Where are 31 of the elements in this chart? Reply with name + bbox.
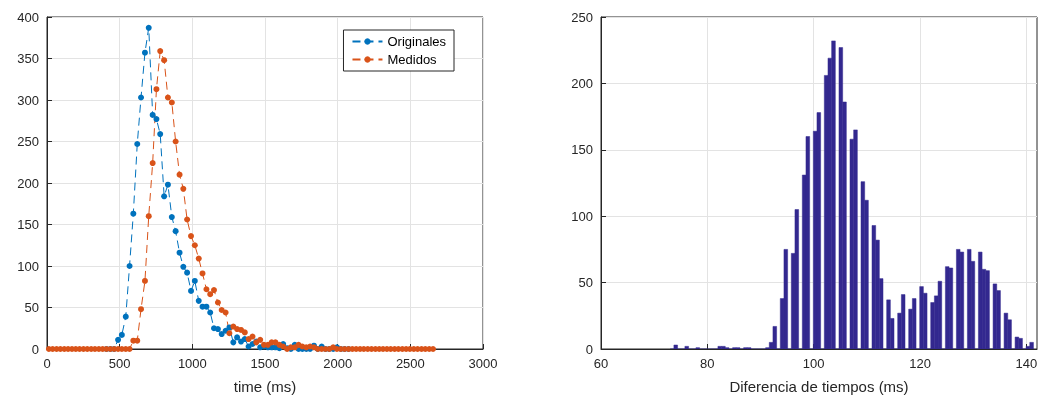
y-tick-label: 300 (17, 92, 39, 108)
x-tick-label: 140 (1015, 356, 1038, 371)
y-tick-label: 150 (17, 217, 39, 232)
y-tick-label: 0 (31, 341, 39, 357)
y-tick-label: 200 (17, 175, 39, 191)
y-tick-label: 400 (17, 9, 39, 25)
y-tick-label: 100 (17, 258, 39, 274)
y-tick-label: 250 (17, 134, 39, 149)
x-tick-label: 80 (700, 356, 715, 371)
y-tick-label: 0 (585, 341, 593, 357)
y-tick-label: 350 (17, 51, 39, 66)
y-tick-label: 250 (571, 9, 593, 25)
y-tick-label: 50 (24, 300, 39, 315)
y-tick-label: 200 (571, 75, 593, 91)
y-tick-label: 100 (571, 208, 593, 224)
x-tick-label: 3000 (468, 356, 498, 371)
x-tick-label: 1000 (177, 356, 207, 371)
y-tick-label: 50 (578, 275, 593, 291)
x-tick-label: 2000 (323, 356, 353, 371)
x-tick-label: 100 (802, 356, 825, 371)
x-tick-label: 1500 (250, 356, 280, 371)
x-tick-label: 0 (43, 356, 51, 371)
legend-label: Medidos (387, 52, 438, 67)
x-tick-label: 500 (108, 356, 131, 371)
legend-label: Originales (387, 34, 447, 49)
x-tick-label: 120 (909, 356, 931, 371)
x-axis-title: time (ms) (233, 378, 297, 395)
x-axis-title: Diferencia de tiempos (ms) (729, 378, 909, 395)
y-tick-label: 150 (571, 142, 593, 158)
x-tick-label: 2500 (395, 356, 425, 371)
x-tick-label: 60 (593, 356, 609, 371)
